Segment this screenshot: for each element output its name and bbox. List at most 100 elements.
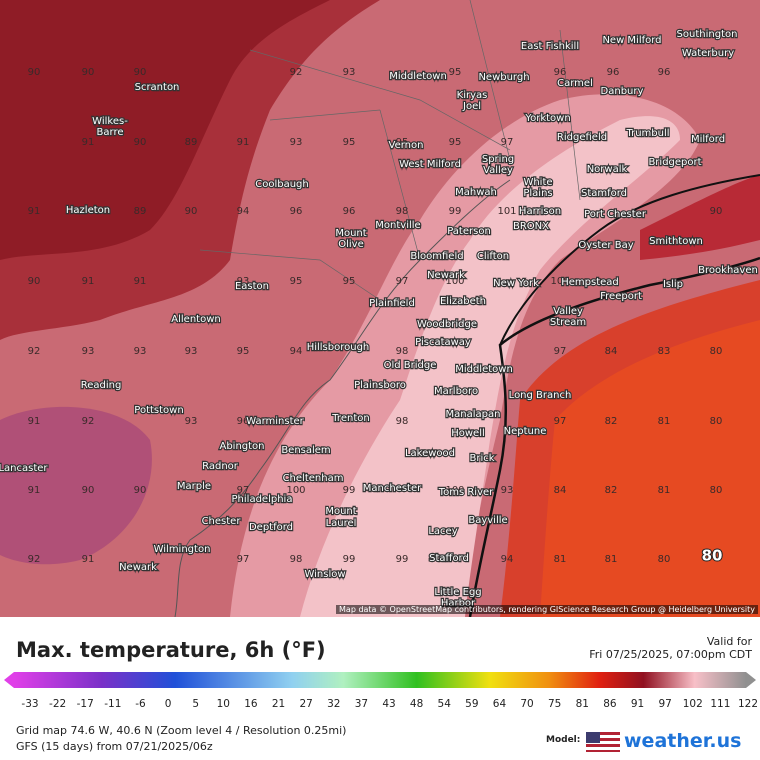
temperature-label: 82 [605, 416, 618, 427]
us-flag [586, 732, 620, 752]
place-label: Elizabeth [440, 296, 486, 307]
legend-tick-label: -6 [135, 698, 146, 710]
temperature-label: 98 [396, 206, 409, 217]
legend-tick-label: 32 [327, 698, 340, 710]
temperature-label: 90 [134, 137, 147, 148]
legend-arrow [746, 672, 756, 688]
place-label: Valley [553, 306, 583, 317]
temperature-label: 89 [185, 137, 198, 148]
temperature-label: 94 [290, 346, 303, 357]
place-label: Radnor [202, 461, 239, 472]
temperature-label: 96 [658, 67, 671, 78]
temperature-label: 81 [554, 554, 567, 565]
legend-tick-label: 64 [493, 698, 507, 710]
temperature-label: 96 [607, 67, 620, 78]
temperature-label: 95 [343, 137, 356, 148]
attribution: Map data © OpenStreetMap contributors, r… [336, 605, 758, 614]
temperature-label: 90 [82, 485, 95, 496]
temperature-label: 84 [605, 346, 618, 357]
place-label: Piscataway [415, 337, 471, 348]
legend-tick-label: 81 [576, 698, 589, 710]
temperature-label: 96 [554, 67, 567, 78]
place-label: Wilkes- [92, 116, 128, 127]
state-border [174, 179, 511, 617]
temperature-label: 97 [501, 137, 514, 148]
place-label: Southington [677, 29, 738, 40]
place-label: Warminster [246, 416, 304, 427]
place-label: Reading [81, 380, 122, 391]
place-label: Coolbaugh [255, 179, 309, 190]
temperature-label: 93 [343, 67, 356, 78]
place-label: Little Egg [434, 587, 481, 598]
temperature-label: 80 [658, 554, 671, 565]
temperature-label: 97 [237, 554, 250, 565]
temperature-label: 82 [605, 485, 618, 496]
temperature-label: 93 [82, 346, 95, 357]
temperature-label: 95 [290, 276, 303, 287]
place-label: Lancaster [0, 463, 48, 474]
place-label: Harrison [519, 206, 561, 217]
ocean-hot-zone [540, 320, 760, 617]
temperature-label: 80 [702, 547, 723, 565]
place-label: Newark [119, 562, 157, 573]
legend-tick-label: -11 [104, 698, 121, 710]
place-label: Plainfield [369, 298, 415, 309]
legend-tick-label: 97 [658, 698, 671, 710]
place-label: Hazleton [66, 205, 110, 216]
valid-block: Valid for Fri 07/25/2025, 07:00pm CDT [589, 635, 752, 661]
temperature-label: 92 [28, 554, 41, 565]
place-label: Mount [335, 228, 366, 239]
temperature-label: 81 [658, 416, 671, 427]
place-label: Long Branch [509, 390, 572, 401]
valid-label: Valid for [706, 635, 752, 648]
temperature-label: 96 [237, 416, 250, 427]
temperature-label: 81 [605, 554, 618, 565]
place-label: Philadelphia [232, 494, 293, 505]
place-label: Hempstead [561, 277, 619, 288]
place-label: Danbury [601, 86, 644, 97]
legend-tick-label: 59 [465, 698, 478, 710]
temperature-label: 92 [290, 67, 303, 78]
valid-time: Fri 07/25/2025, 07:00pm CDT [589, 648, 752, 661]
legend-arrow [4, 672, 14, 688]
place-label: Trenton [331, 413, 369, 424]
temperature-label: 90 [134, 67, 147, 78]
place-label: Hillsborough [307, 342, 370, 353]
place-label: Newburgh [478, 72, 529, 83]
legend-tick-label: 122 [738, 698, 758, 710]
brand: weather.us [624, 730, 742, 752]
legend-tick-label: -17 [77, 698, 94, 710]
temperature-label: 97 [396, 276, 409, 287]
temperature-label: 95 [396, 137, 409, 148]
legend-tick-label: 91 [631, 698, 644, 710]
map-title: Max. temperature, 6h (°F) [16, 638, 326, 662]
temperature-label: 94 [501, 554, 514, 565]
temperature-label: 99 [449, 206, 462, 217]
legend-tick-label: 54 [438, 698, 452, 710]
legend-tick-label: 0 [165, 698, 172, 710]
temperature-label: 93 [134, 346, 147, 357]
grid-info: Grid map 74.6 W, 40.6 N (Zoom level 4 / … [16, 724, 347, 737]
county-border [199, 0, 581, 301]
legend-tick-label: 48 [410, 698, 423, 710]
place-label: Stream [550, 317, 586, 328]
temperature-label: 91 [28, 206, 41, 217]
legend-tick-label: 37 [355, 698, 368, 710]
place-label: Newark [427, 270, 465, 281]
place-label: Wilmington [154, 544, 211, 555]
place-label: Waterbury [682, 48, 734, 59]
place-label: Ridgefield [557, 132, 607, 143]
place-label: Deptford [249, 522, 293, 533]
place-label: Valley [483, 165, 513, 176]
temperature-label: 92 [28, 346, 41, 357]
temperature-label: 97 [237, 485, 250, 496]
place-label: Joel [462, 101, 481, 112]
map: 90 90 90 92 93 95 96 96 96 91 90 89 91 93 95 95 95 97 91 89… [0, 0, 760, 617]
place-label: Scranton [135, 82, 180, 93]
place-label: Oyster Bay [578, 240, 633, 251]
coastline [468, 256, 760, 617]
place-label: Bayville [468, 515, 507, 526]
legend: -33 -22 -17 -11 -6 0 5 10 16 21 27 32 37 43 48 54 59 64 70… [4, 672, 758, 710]
place-label: New Milford [602, 35, 661, 46]
